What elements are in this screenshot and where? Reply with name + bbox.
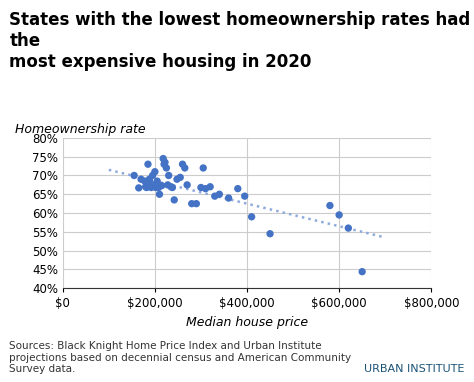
Point <box>135 185 143 191</box>
Point <box>149 172 156 178</box>
Point <box>188 201 195 207</box>
Point <box>159 155 167 162</box>
Point <box>197 185 205 191</box>
Point <box>163 165 170 171</box>
Point <box>155 185 163 191</box>
Point <box>141 178 148 184</box>
Point <box>358 269 366 275</box>
Point <box>206 184 214 190</box>
Point <box>225 195 232 201</box>
Point <box>160 161 168 167</box>
X-axis label: Median house price: Median house price <box>186 316 308 329</box>
Point <box>176 174 184 180</box>
Point <box>155 191 163 197</box>
Point <box>335 212 343 218</box>
Point <box>248 214 255 220</box>
Text: Homeownership rate: Homeownership rate <box>15 123 146 136</box>
Text: States with the lowest homeownership rates had the
most expensive housing in 202: States with the lowest homeownership rat… <box>9 11 471 71</box>
Point <box>152 185 160 191</box>
Point <box>211 193 219 199</box>
Point <box>169 185 176 191</box>
Point <box>164 182 172 188</box>
Point <box>130 172 138 178</box>
Point <box>241 193 248 199</box>
Point <box>234 186 242 192</box>
Point <box>173 176 181 182</box>
Point <box>192 201 200 207</box>
Point <box>183 182 191 188</box>
Point <box>143 185 150 191</box>
Point <box>161 159 169 165</box>
Point <box>202 186 210 192</box>
Point <box>216 191 223 197</box>
Point <box>150 183 158 189</box>
Point <box>167 184 175 190</box>
Point <box>326 202 334 209</box>
Point <box>142 184 149 190</box>
Point <box>266 231 274 237</box>
Point <box>165 172 173 178</box>
Point <box>147 185 155 191</box>
Point <box>137 176 145 182</box>
Point <box>200 165 207 171</box>
Point <box>181 165 189 171</box>
Point <box>158 183 165 189</box>
Point <box>345 225 352 231</box>
Text: URBAN INSTITUTE: URBAN INSTITUTE <box>364 364 465 374</box>
Point <box>146 180 154 186</box>
Point <box>146 176 153 182</box>
Point <box>144 161 152 167</box>
Point <box>171 197 178 203</box>
Point <box>151 169 159 175</box>
Point <box>154 178 161 184</box>
Point <box>179 161 186 167</box>
Text: Sources: Black Knight Home Price Index and Urban Institute
projections based on : Sources: Black Knight Home Price Index a… <box>9 341 352 374</box>
